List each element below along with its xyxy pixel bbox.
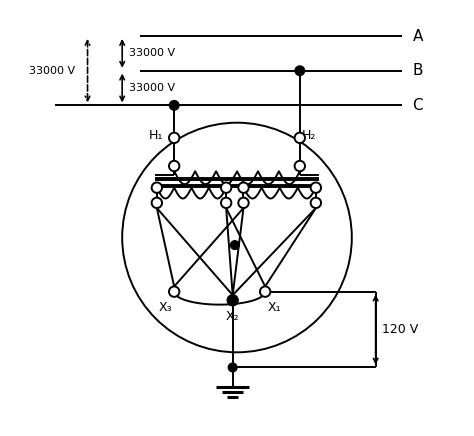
Circle shape bbox=[221, 183, 231, 193]
Text: A: A bbox=[412, 28, 423, 44]
Circle shape bbox=[228, 295, 238, 306]
Circle shape bbox=[238, 183, 249, 193]
Circle shape bbox=[169, 133, 179, 143]
Circle shape bbox=[260, 286, 270, 297]
Circle shape bbox=[310, 198, 321, 208]
Circle shape bbox=[295, 66, 305, 75]
Circle shape bbox=[228, 296, 237, 305]
Circle shape bbox=[169, 161, 179, 171]
Circle shape bbox=[169, 101, 179, 110]
Text: 120 V: 120 V bbox=[382, 323, 419, 336]
Text: 33000 V: 33000 V bbox=[29, 66, 75, 76]
Circle shape bbox=[295, 133, 305, 143]
Text: H₁: H₁ bbox=[149, 129, 164, 142]
Circle shape bbox=[169, 286, 179, 297]
Text: X₁: X₁ bbox=[267, 301, 281, 314]
Text: B: B bbox=[412, 63, 423, 78]
Circle shape bbox=[230, 241, 239, 249]
Circle shape bbox=[310, 183, 321, 193]
Text: C: C bbox=[412, 98, 423, 113]
Circle shape bbox=[295, 161, 305, 171]
Circle shape bbox=[228, 363, 237, 372]
Text: 33000 V: 33000 V bbox=[129, 83, 175, 93]
Circle shape bbox=[152, 183, 162, 193]
Text: H₂: H₂ bbox=[302, 129, 316, 142]
Circle shape bbox=[221, 198, 231, 208]
Text: X₂: X₂ bbox=[226, 310, 239, 323]
Text: 33000 V: 33000 V bbox=[129, 48, 175, 58]
Text: X₃: X₃ bbox=[158, 301, 172, 314]
Circle shape bbox=[152, 198, 162, 208]
Circle shape bbox=[238, 198, 249, 208]
